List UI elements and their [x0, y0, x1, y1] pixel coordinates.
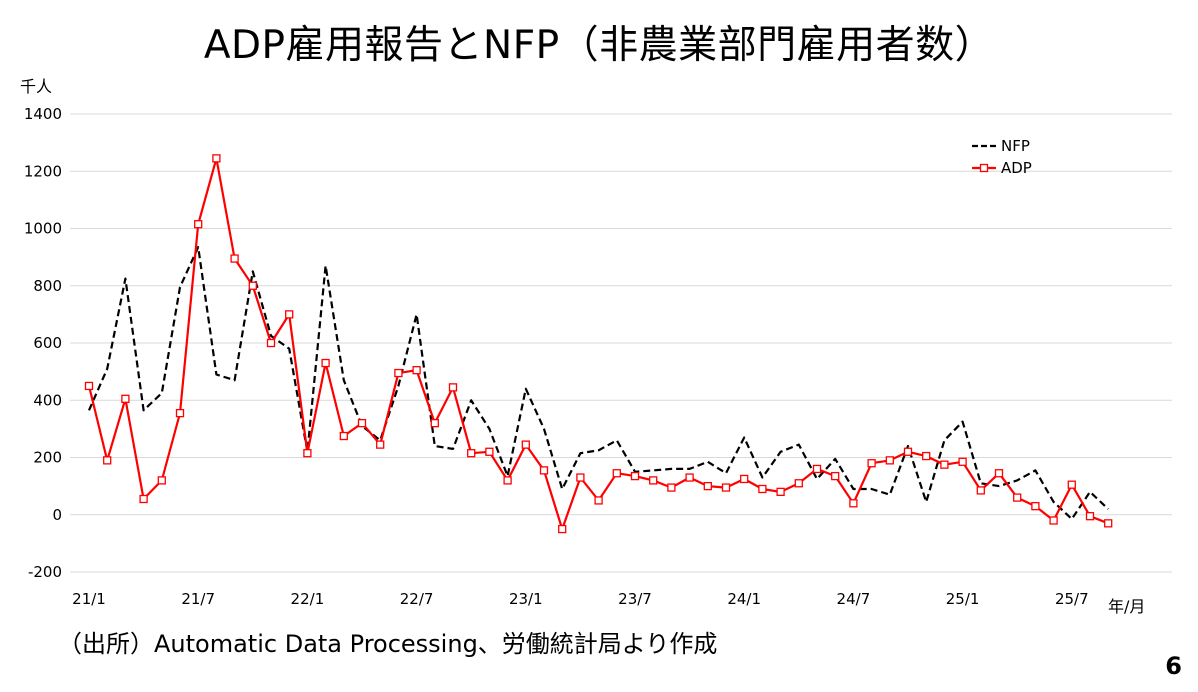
adp-data-point [175, 408, 185, 418]
x-tick-label: 23/1 [509, 590, 543, 608]
gridlines [70, 113, 1172, 573]
adp-data-point [576, 473, 585, 482]
adp-data-point [303, 449, 312, 458]
adp-data-point [248, 281, 257, 290]
adp-data-point [139, 494, 148, 504]
adp-data-point [703, 481, 712, 491]
adp-data-point [103, 456, 112, 465]
y-tick-label: -200 [28, 563, 62, 581]
adp-data-point [84, 381, 94, 391]
adp-data-point [594, 496, 603, 505]
adp-data-point [1013, 493, 1022, 502]
x-tick-label: 24/1 [727, 590, 761, 608]
adp-data-point [539, 466, 549, 475]
adp-data-point [812, 464, 822, 474]
legend: NFP ADP [972, 137, 1032, 177]
adp-data-point [922, 451, 931, 461]
adp-data-point [212, 154, 221, 163]
adp-data-point [903, 447, 913, 456]
page-number: 6 [1165, 652, 1182, 680]
y-tick-label: 1000 [24, 220, 62, 238]
adp-data-point [667, 483, 676, 492]
adp-data-point [1104, 519, 1113, 528]
adp-data-point [521, 440, 530, 449]
adp-data-point [994, 469, 1004, 478]
adp-data-point [1085, 512, 1095, 521]
x-axis-unit-label: 年/月 [1108, 597, 1145, 616]
x-tick-label: 21/1 [72, 590, 106, 608]
adp-data-point [157, 476, 166, 485]
chart-title: ADP雇用報告とNFP（非農業部門雇用者数） [203, 23, 995, 68]
adp-data-point [649, 476, 658, 485]
adp-data-point [448, 383, 458, 392]
adp-data-point [976, 486, 985, 495]
legend-nfp-label: NFP [1001, 137, 1030, 155]
adp-data-point [357, 418, 367, 428]
adp-data-point [266, 338, 276, 348]
adp-data-point [121, 394, 130, 403]
x-tick-label: 23/7 [618, 590, 652, 608]
y-tick-label: 400 [33, 391, 62, 409]
adp-data-point [885, 456, 894, 465]
adp-data-point [721, 483, 731, 492]
adp-data-point [194, 220, 203, 229]
adp-data-point [485, 447, 494, 456]
y-tick-label: 1200 [24, 162, 62, 180]
adp-data-point [376, 440, 385, 449]
y-tick-label: 200 [33, 449, 62, 467]
adp-data-point [685, 473, 694, 482]
x-tick-label: 24/7 [837, 590, 871, 608]
adp-data-point [285, 310, 294, 319]
x-tick-label: 25/1 [946, 590, 980, 608]
x-tick-label: 22/7 [400, 590, 434, 608]
adp-data-point [1031, 502, 1040, 511]
adp-data-point [758, 484, 767, 494]
y-axis-tick-labels: -200 0 200 400 600 800 1000 1200 1400 [24, 105, 62, 581]
adp-data-point [394, 368, 403, 378]
adp-data-point [849, 499, 858, 508]
adp-data-point [740, 474, 749, 484]
y-tick-label: 0 [52, 506, 62, 524]
y-tick-label: 800 [33, 277, 62, 295]
adp-data-point [940, 460, 949, 469]
adp-data-point [958, 457, 967, 466]
adp-series-line [87, 157, 1109, 531]
adp-data-point [321, 358, 330, 368]
adp-data-point [503, 476, 512, 485]
adp-data-point [467, 449, 476, 458]
legend-adp-marker [979, 163, 989, 173]
adp-data-point [339, 431, 348, 441]
nfp-series-line [87, 246, 1109, 521]
adp-data-point [558, 524, 567, 534]
adp-data-point [867, 459, 876, 468]
adp-data-point [230, 254, 239, 263]
x-tick-label: 25/7 [1055, 590, 1089, 608]
adp-data-point [612, 469, 621, 478]
y-axis-unit-label: 千人 [20, 77, 52, 96]
x-tick-label: 22/1 [291, 590, 325, 608]
y-tick-label: 600 [33, 334, 62, 352]
adp-data-point [794, 479, 803, 488]
adp-data-point [1049, 516, 1058, 525]
y-tick-label: 1400 [24, 105, 62, 123]
legend-adp-label: ADP [1001, 159, 1032, 177]
adp-data-point [430, 418, 439, 428]
source-note: （出所）Automatic Data Processing、労働統計局より作成 [58, 630, 718, 658]
adp-data-point [776, 487, 785, 497]
x-tick-label: 21/7 [181, 590, 215, 608]
x-axis-tick-labels: 21/1 21/7 22/1 22/7 23/1 23/7 24/1 24/7 25/1 25/7 [72, 590, 1088, 608]
adp-data-point [630, 471, 640, 481]
series-lines [84, 154, 1113, 534]
adp-data-point [412, 366, 421, 375]
adp-data-point [831, 471, 840, 481]
adp-data-point [1067, 480, 1076, 489]
